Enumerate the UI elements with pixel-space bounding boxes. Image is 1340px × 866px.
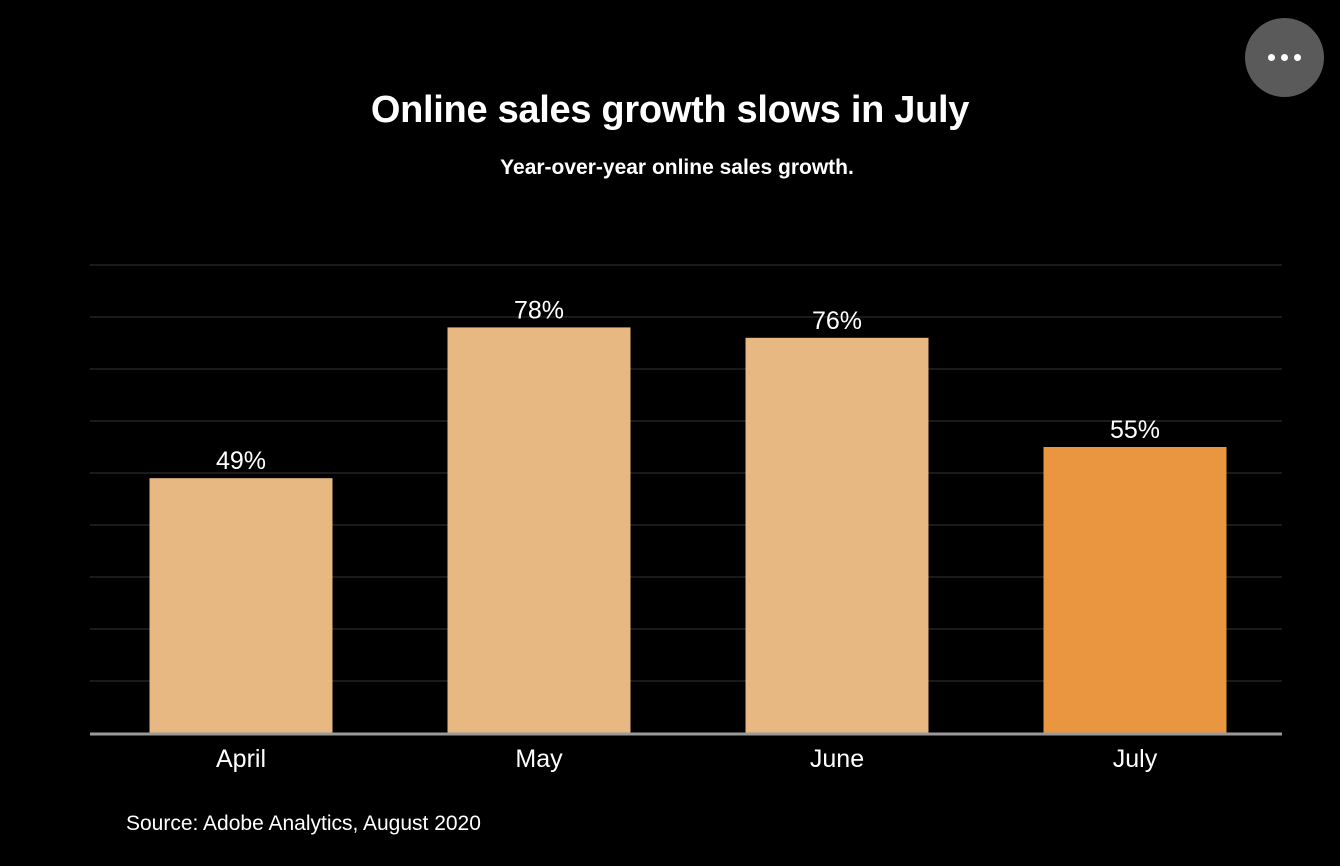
x-tick-label: June — [810, 745, 864, 773]
bar-may — [447, 327, 631, 733]
data-label: 76% — [812, 307, 862, 335]
chart-title: Online sales growth slows in July — [370, 89, 970, 131]
x-tick-label: May — [515, 745, 563, 773]
bar-april — [149, 478, 333, 733]
more-horizontal-icon — [1268, 54, 1275, 61]
source-note: Source: Adobe Analytics, August 2020 — [126, 812, 481, 835]
more-options-button[interactable] — [1245, 18, 1324, 97]
bar-july — [1043, 447, 1227, 733]
chart-subtitle: Year-over-year online sales growth. — [500, 156, 854, 179]
data-label: 78% — [514, 296, 564, 324]
bar-june — [745, 337, 929, 733]
x-tick-label: April — [216, 745, 266, 773]
data-label: 49% — [216, 447, 266, 475]
data-label: 55% — [1110, 416, 1160, 444]
more-horizontal-icon-dot — [1294, 54, 1301, 61]
x-tick-label: July — [1113, 745, 1158, 773]
more-horizontal-icon-dot — [1281, 54, 1288, 61]
